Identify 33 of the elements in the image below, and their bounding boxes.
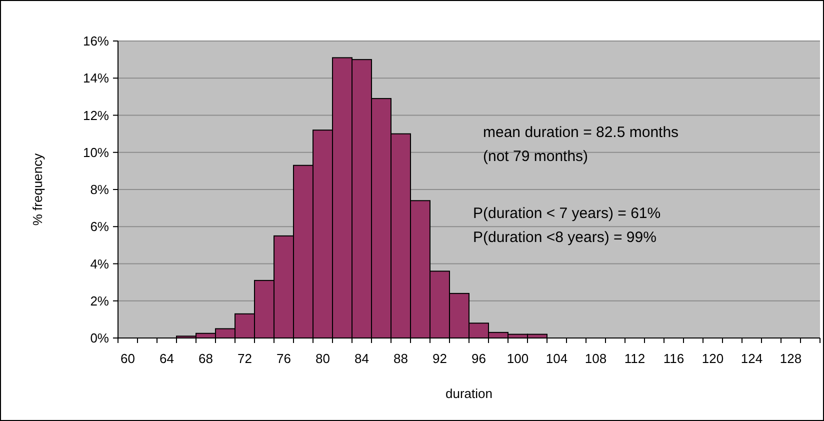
annotation: P(duration < 7 years) = 61% xyxy=(473,205,661,222)
x-tick-label: 60 xyxy=(120,351,135,366)
annotation: mean duration = 82.5 months xyxy=(483,124,679,141)
x-tick-label: 124 xyxy=(740,351,763,366)
y-tick-label: 6% xyxy=(90,219,110,234)
x-tick-label: 64 xyxy=(160,351,174,366)
x-tick-label: 76 xyxy=(276,351,291,366)
x-tick-label: 68 xyxy=(198,351,213,366)
x-tick-label: 112 xyxy=(624,351,646,366)
x-tick-label: 104 xyxy=(546,351,568,366)
y-tick-label: 12% xyxy=(82,108,110,123)
x-axis-title: duration xyxy=(446,386,492,401)
y-tick-label: 8% xyxy=(90,182,110,197)
annotation: P(duration <8 years) = 99% xyxy=(473,229,656,246)
x-tick-label: 120 xyxy=(702,351,724,366)
x-tick-label: 100 xyxy=(506,351,529,366)
x-tick-label: 108 xyxy=(584,351,607,366)
x-tick-label: 116 xyxy=(663,351,684,366)
y-tick-label: 14% xyxy=(82,70,110,86)
y-tick-label: 0% xyxy=(90,330,110,346)
x-tick-label: 96 xyxy=(472,351,486,366)
y-tick-label: 10% xyxy=(82,144,110,160)
x-tick-label: 84 xyxy=(354,351,369,366)
y-tick-label: 4% xyxy=(90,256,110,272)
y-tick-label: 2% xyxy=(90,293,110,308)
x-tick-label: 92 xyxy=(432,351,447,366)
x-tick-label: 88 xyxy=(394,351,408,366)
annotation: (not 79 months) xyxy=(483,148,588,165)
y-axis-title: % frequency xyxy=(30,152,45,226)
y-tick-label: 16% xyxy=(82,34,110,48)
x-tick-label: 80 xyxy=(316,351,330,366)
x-tick-label: 72 xyxy=(238,351,252,366)
x-tick-label: 128 xyxy=(780,351,802,366)
